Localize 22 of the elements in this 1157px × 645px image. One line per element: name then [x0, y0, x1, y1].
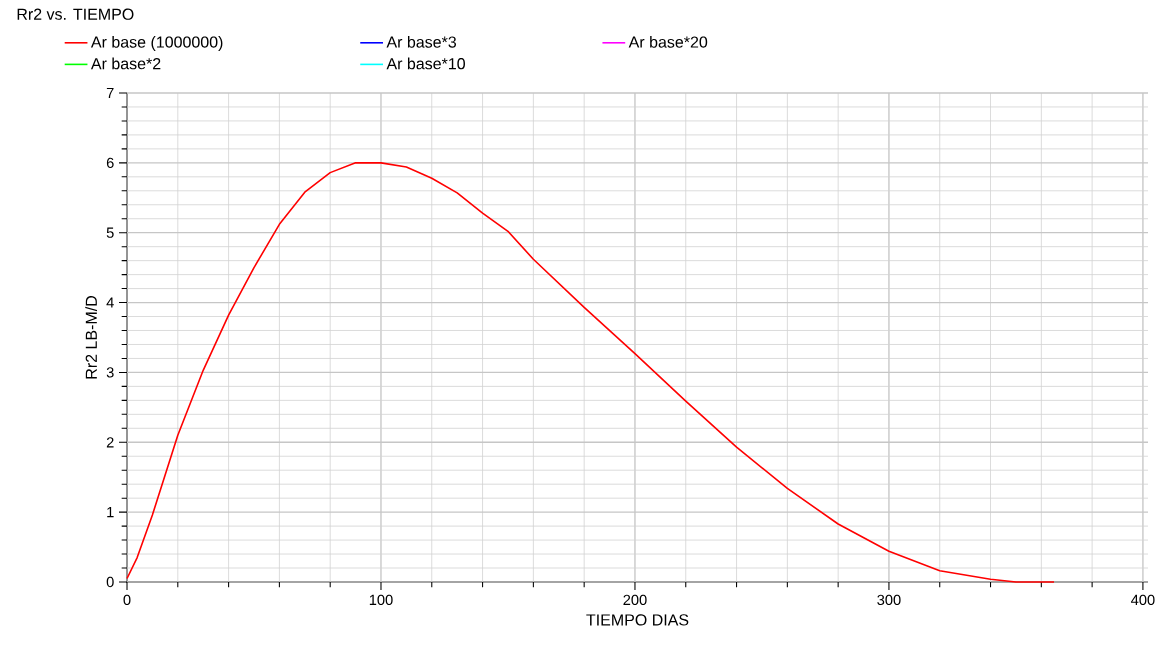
legend-label: Ar base*3: [386, 36, 457, 48]
x-tick-label: 100: [369, 594, 393, 606]
y-tick-label: 3: [106, 367, 114, 378]
line-series: [126, 162, 1055, 583]
x-tick-label: 300: [877, 594, 901, 606]
chart-title: Rr2 vs. TIEMPO: [17, 8, 134, 20]
y-tick-label: 6: [106, 157, 114, 169]
legend-label: Ar base*10: [386, 57, 465, 70]
y-tick-label: 2: [106, 437, 114, 448]
x-axis-title: TIEMPO DIAS: [586, 614, 689, 626]
legend-label: Ar base*20: [628, 36, 708, 48]
y-tick-label: 1: [107, 507, 114, 518]
y-tick-label: 4: [106, 297, 114, 308]
y-axis-title: Rr2 LB-M/D: [85, 296, 97, 379]
legend-label: Ar base (1000000): [90, 36, 223, 51]
x-tick-label: 200: [623, 594, 647, 606]
x-tick-label: 400: [1131, 594, 1155, 606]
y-tick-label: 5: [106, 227, 114, 238]
x-tick-label: 0: [123, 594, 131, 606]
y-tick-label: 0: [106, 576, 114, 588]
legend-label: Ar base*2: [90, 57, 161, 70]
y-tick-label: 7: [106, 87, 114, 99]
